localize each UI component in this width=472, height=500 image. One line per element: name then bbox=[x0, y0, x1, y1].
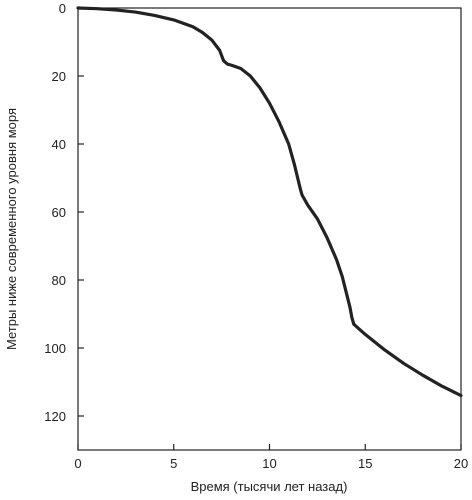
y-tick-label: 40 bbox=[52, 137, 66, 152]
y-tick-label: 120 bbox=[44, 409, 66, 424]
y-tick-label: 80 bbox=[52, 273, 66, 288]
y-tick-label: 20 bbox=[52, 69, 66, 84]
sea-level-line bbox=[76, 6, 463, 398]
x-tick-label: 5 bbox=[170, 456, 177, 471]
y-axis-label: Метры ниже современного уровня моря bbox=[4, 108, 19, 350]
plot-frame bbox=[77, 7, 462, 451]
y-axis-ticks: 0 20 40 60 80 100 120 bbox=[44, 1, 84, 424]
x-axis-ticks: 0 5 10 15 20 bbox=[74, 444, 468, 471]
x-tick-label: 10 bbox=[262, 456, 276, 471]
y-tick-label: 60 bbox=[52, 205, 66, 220]
x-tick-label: 20 bbox=[454, 456, 468, 471]
y-tick-label: 0 bbox=[59, 1, 66, 16]
x-tick-label: 15 bbox=[358, 456, 372, 471]
x-tick-label: 0 bbox=[74, 456, 81, 471]
y-tick-label: 100 bbox=[44, 341, 66, 356]
x-axis-label: Время (тысячи лет назад) bbox=[191, 479, 348, 494]
